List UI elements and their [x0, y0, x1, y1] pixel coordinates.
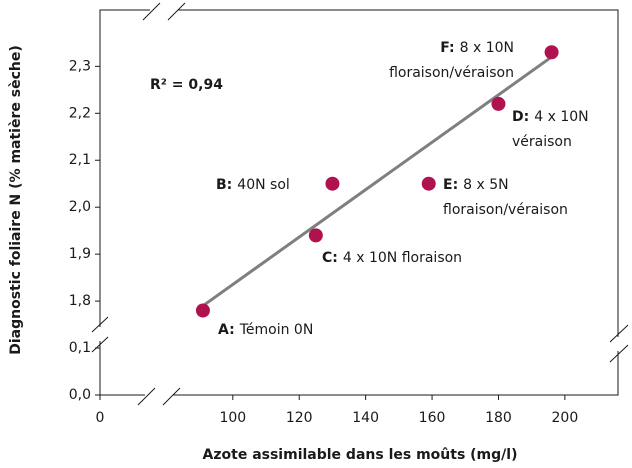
y-axis-title: Diagnostic foliaire N (% matière sèche) — [8, 45, 24, 354]
data-point — [325, 176, 340, 191]
x-tick-label: 200 — [552, 410, 579, 426]
point-note: floraison/véraison — [443, 202, 568, 218]
y-tick-label: 2,2 — [69, 105, 91, 121]
data-point — [195, 303, 210, 318]
y-tick-label: 2,3 — [69, 58, 91, 74]
x-tick-label: 180 — [485, 410, 512, 426]
point-label: C: — [322, 250, 338, 266]
x-axis-title: Azote assimilable dans les moûts (mg/l) — [203, 447, 518, 463]
point-annotation: A: Témoin 0N — [218, 322, 313, 338]
y-tick-label: 1,8 — [69, 293, 91, 309]
data-point — [491, 96, 506, 111]
x-tick-label: 0 — [96, 410, 105, 426]
point-label: E: — [443, 177, 458, 193]
point-note: 4 x 10N floraison — [343, 250, 462, 266]
y-tick-label: 2,0 — [69, 199, 91, 215]
point-label: D: — [512, 109, 529, 125]
point-note: 4 x 10N — [534, 109, 588, 125]
data-point — [421, 176, 436, 191]
point-annotation: B: 40N sol — [216, 177, 290, 193]
y-tick-label: 2,1 — [69, 152, 91, 168]
x-tick-label: 120 — [286, 410, 313, 426]
point-label: B: — [216, 177, 232, 193]
y-tick-label: 0,1 — [69, 340, 91, 356]
data-point — [544, 45, 559, 60]
point-note: 40N sol — [237, 177, 290, 193]
y-tick-label: 1,9 — [69, 246, 91, 262]
point-annotation: D: 4 x 10N — [512, 109, 589, 125]
point-note: 8 x 5N — [463, 177, 508, 193]
x-tick-label: 100 — [219, 410, 246, 426]
point-note: véraison — [512, 134, 572, 150]
x-tick-label: 160 — [419, 410, 446, 426]
point-annotation: F: 8 x 10N — [440, 40, 514, 56]
point-note: floraison/véraison — [389, 65, 514, 81]
r-squared: R² = 0,94 — [150, 77, 223, 93]
point-note: Témoin 0N — [239, 322, 314, 338]
point-label: A: — [218, 322, 235, 338]
point-annotation: E: 8 x 5N — [443, 177, 509, 193]
x-tick-label: 140 — [352, 410, 379, 426]
y-tick-label: 0,0 — [69, 387, 91, 403]
point-annotation: C: 4 x 10N floraison — [322, 250, 462, 266]
axis-breaks — [91, 2, 629, 406]
point-note: 8 x 10N — [460, 40, 514, 56]
data-point — [308, 228, 323, 243]
plot-frame — [99, 9, 619, 396]
trendline — [202, 55, 553, 308]
point-label: F: — [440, 40, 454, 56]
